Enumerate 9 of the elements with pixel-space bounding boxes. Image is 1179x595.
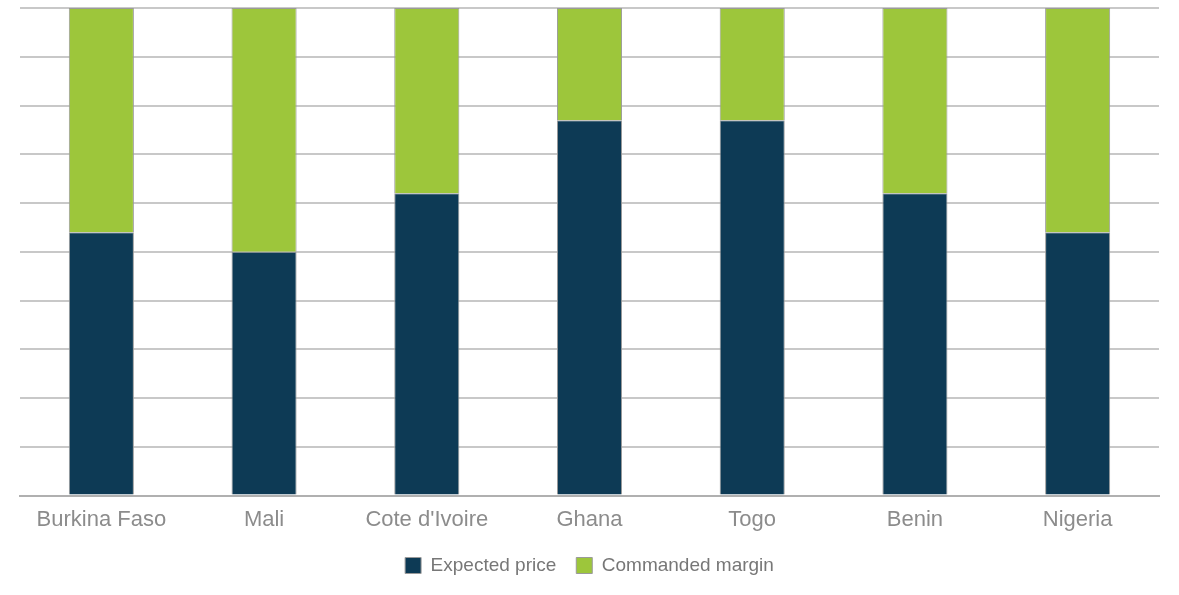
x-tick-label: Nigeria xyxy=(1042,505,1114,531)
x-tick-label: Ghana xyxy=(556,505,624,531)
x-tick-label: Benin xyxy=(886,505,944,531)
x-tick-label: Mali xyxy=(243,505,285,531)
x-tick-label: Togo xyxy=(728,505,777,531)
legend-label: Commanded margin xyxy=(601,553,774,575)
x-tick-label: Cote d'Ivoire xyxy=(365,505,489,531)
legend-label: Expected price xyxy=(430,553,557,575)
x-tick-label: Burkina Faso xyxy=(36,505,167,531)
